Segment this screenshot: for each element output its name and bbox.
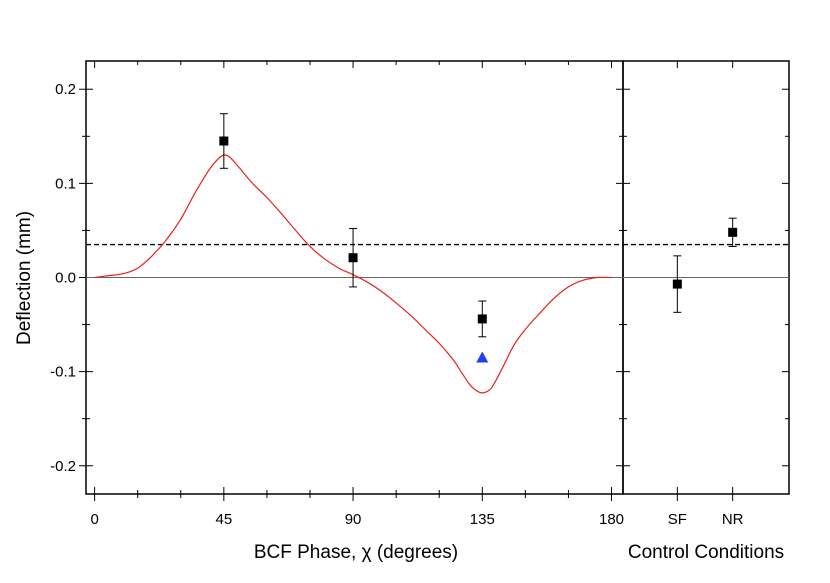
category-label: SF — [668, 511, 687, 528]
control-point-square — [672, 279, 682, 289]
x-tick-label: 45 — [215, 511, 232, 528]
x-tick-label: 0 — [90, 511, 98, 528]
category-label: NR — [722, 511, 744, 528]
model-curve-line — [94, 154, 612, 394]
data-point-square — [348, 253, 358, 263]
y-tick-label: 0.0 — [55, 270, 76, 287]
y-tick-label: 0.1 — [55, 175, 76, 192]
y-axis-label: Deflection (mm) — [14, 211, 35, 345]
x-tick-label: 135 — [470, 511, 495, 528]
y-tick-label: -0.2 — [50, 458, 76, 475]
right-plot: SF NR — [623, 61, 789, 528]
data-point-square — [219, 136, 229, 146]
x-axis-label: BCF Phase, χ (degrees) — [254, 542, 458, 563]
data-point-triangle — [476, 351, 489, 363]
x-tick-label: 90 — [345, 511, 362, 528]
control-axis-label: Control Conditions — [628, 542, 784, 563]
data-point-square — [477, 314, 487, 324]
x-tick-label: 180 — [599, 511, 624, 528]
y-tick-label: -0.1 — [50, 364, 76, 381]
control-point-square — [728, 227, 738, 237]
y-tick-label: 0.2 — [55, 81, 76, 98]
left-plot: -0.2 -0.1 0.0 0.1 0.2 0 45 90 135 180 — [50, 61, 630, 528]
